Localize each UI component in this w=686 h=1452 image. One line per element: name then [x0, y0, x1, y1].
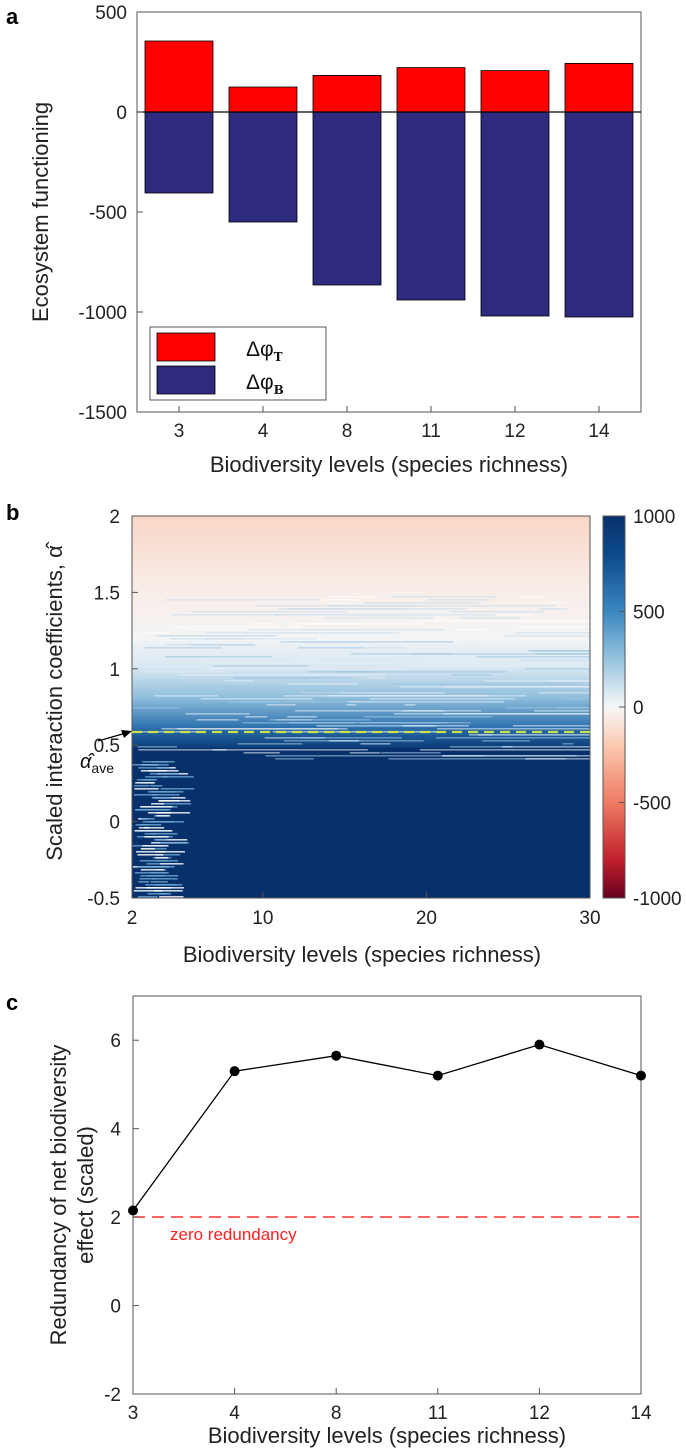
panel-c-point-3 — [128, 1205, 138, 1216]
panel-letter-a: a — [6, 4, 19, 29]
panel-b-plot-frame — [131, 515, 591, 899]
panel-c-xtick-label: 3 — [128, 1403, 139, 1424]
panel-a-xlabel: Biodiversity levels (species richness) — [210, 452, 568, 477]
bar-delta-t-3 — [144, 40, 214, 113]
panel-a-xtick-label: 4 — [258, 421, 269, 442]
panel-a-ytick-label: 500 — [95, 3, 127, 24]
panel-c-xlabel: Biodiversity levels (species richness) — [208, 1423, 566, 1448]
panel-a-ytick-label: -1000 — [78, 303, 127, 324]
panel-b-xtick-label: 2 — [127, 908, 138, 929]
panel-a-xtick-label: 12 — [504, 421, 525, 442]
panel-a-ytick-label: 0 — [116, 103, 127, 124]
panel-c-point-14 — [636, 1070, 646, 1081]
heatmap-image — [132, 516, 590, 898]
panel-c-ytick-label: 2 — [110, 1208, 121, 1229]
panel-b-xtick-label: 30 — [579, 908, 600, 929]
panel-c-xtick-label: 4 — [229, 1403, 240, 1424]
panel-letter-c: c — [6, 990, 18, 1015]
legend-swatch-delta-b — [156, 365, 216, 395]
panel-b-ytick-label: 2 — [109, 507, 120, 528]
bar-delta-t-4 — [228, 86, 298, 113]
panel-c-ylabel-line1: Redundancy of net biodiversity — [46, 1045, 71, 1346]
bar-delta-b-4 — [228, 111, 298, 223]
panel-c-point-8 — [331, 1050, 342, 1061]
legend-label-delta-t: ΔφT — [246, 338, 283, 364]
colorbar-tick-label: -1000 — [633, 889, 682, 910]
colorbar-tick-label: 500 — [633, 603, 665, 624]
bar-delta-t-12 — [480, 70, 550, 113]
legend-label-delta-b: ΔφB — [246, 371, 284, 397]
panel-b-ytick-label: 0.5 — [94, 736, 120, 757]
panel-b-xtick-label: 20 — [416, 908, 437, 929]
panel-c-point-4 — [229, 1066, 240, 1077]
panel-a-bar-chart: 500 0 -500 -1000 -1500 3 4 8 11 12 14 Ecosystem f… — [28, 3, 642, 477]
bar-delta-b-11 — [396, 111, 466, 301]
panel-a-ylabel: Ecosystem functioning — [28, 102, 53, 322]
panel-a-legend: ΔφT ΔφB — [149, 326, 327, 401]
zero-redundancy-label: zero redundancy — [170, 1225, 297, 1244]
panel-c-series-line — [132, 1043, 642, 1211]
colorbar-tick-label: -500 — [633, 794, 671, 815]
bar-delta-t-14 — [564, 63, 634, 113]
panel-c-xtick-label: 12 — [529, 1403, 550, 1424]
panel-b-xtick-label: 10 — [252, 908, 273, 929]
colorbar-tick-label: 1000 — [633, 507, 675, 528]
panel-c-ytick-label: 0 — [110, 1297, 121, 1318]
panel-c-point-12 — [534, 1039, 545, 1050]
panel-a-ytick-label: -500 — [89, 203, 127, 224]
panel-c-xtick-label: 11 — [428, 1403, 448, 1424]
panel-a-ytick-label: -1500 — [78, 403, 127, 424]
panel-c-ytick-label: 6 — [110, 1031, 121, 1052]
panel-b-ytick-label: -0.5 — [87, 889, 120, 910]
panel-c-ytick-label: -2 — [104, 1385, 121, 1406]
bar-delta-t-11 — [396, 67, 466, 113]
panel-b-ytick-label: 1 — [109, 660, 120, 681]
panel-a-xtick-label: 11 — [421, 421, 441, 442]
panel-a-xtick-label: 14 — [588, 421, 610, 442]
legend-swatch-delta-t — [156, 332, 216, 362]
panel-c-ylabel-line2: effect (scaled) — [73, 1126, 98, 1264]
panel-c-point-11 — [432, 1070, 443, 1081]
panel-c-plot-area — [132, 995, 642, 1395]
panel-a-xtick-label: 8 — [342, 421, 353, 442]
panel-b-xlabel: Biodiversity levels (species richness) — [183, 942, 541, 967]
panel-a-xtick-label: 3 — [174, 421, 185, 442]
colorbar-tick-label: 0 — [633, 698, 644, 719]
panel-b-ytick-label: 1.5 — [94, 583, 120, 604]
bar-delta-t-8 — [312, 75, 382, 113]
bar-delta-b-3 — [144, 111, 214, 194]
panel-b-heatmap: α̂ave 21.510.50-0.5 2 10 20 30 Scaled inter… — [42, 507, 682, 967]
panel-c-ytick-label: 4 — [110, 1120, 121, 1141]
bar-delta-b-14 — [564, 111, 634, 318]
bar-delta-b-12 — [480, 111, 550, 317]
panel-c-line-chart: zero redundancy 6 4 2 0 -2 3 4 8 11 12 14 Redunda… — [46, 995, 652, 1448]
panel-b-ylabel: Scaled interaction coefficients, α̂ — [42, 541, 67, 861]
panel-letter-b: b — [6, 500, 19, 525]
alpha-ave-arrow — [97, 730, 132, 742]
panel-c-xtick-label: 14 — [630, 1403, 652, 1424]
panel-b-ytick-label: 0 — [109, 813, 120, 834]
panel-c-xtick-label: 8 — [331, 1403, 342, 1424]
bar-delta-b-8 — [312, 111, 382, 286]
